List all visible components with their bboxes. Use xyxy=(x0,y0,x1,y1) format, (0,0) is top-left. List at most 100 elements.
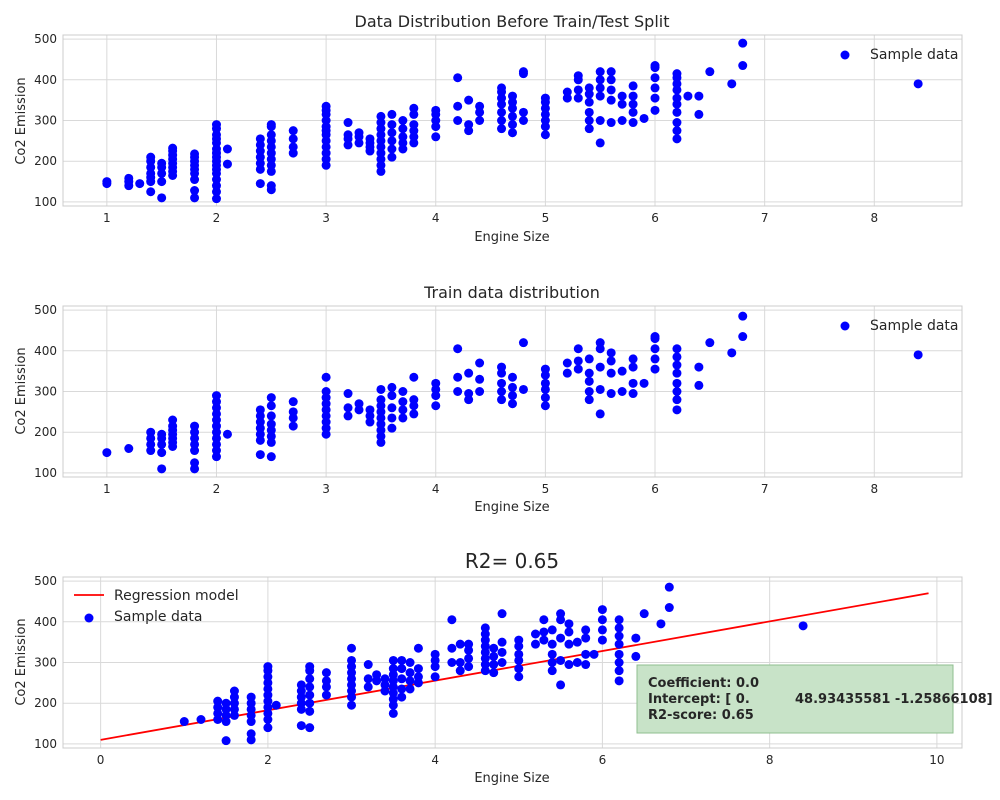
data-point xyxy=(738,311,748,321)
data-point xyxy=(738,38,748,48)
data-point xyxy=(321,668,331,678)
data-point xyxy=(397,674,407,684)
data-point xyxy=(266,419,276,429)
data-point xyxy=(497,124,507,134)
data-point xyxy=(672,69,682,79)
data-point xyxy=(628,81,638,91)
data-point xyxy=(597,635,607,645)
data-point xyxy=(514,672,524,682)
data-point xyxy=(547,625,557,635)
x-tick-label: 5 xyxy=(542,482,550,496)
data-point xyxy=(672,134,682,144)
data-point xyxy=(595,384,605,394)
data-point xyxy=(617,387,627,396)
data-point xyxy=(694,380,704,390)
data-point xyxy=(530,629,540,639)
data-point xyxy=(540,378,550,388)
data-point xyxy=(376,395,386,405)
data-point xyxy=(614,623,624,633)
data-point xyxy=(135,179,145,189)
data-point xyxy=(705,67,715,77)
data-point xyxy=(455,666,465,676)
y-tick-label: 400 xyxy=(34,615,57,629)
data-point xyxy=(650,93,660,103)
data-point xyxy=(447,643,457,653)
x-tick-label: 1 xyxy=(103,482,111,496)
x-tick-label: 0 xyxy=(97,753,105,767)
data-point xyxy=(455,658,465,667)
data-point xyxy=(683,91,693,101)
x-tick-label: 7 xyxy=(761,211,769,225)
data-point xyxy=(266,130,276,140)
subplot-3-legend-label-sample: Sample data xyxy=(114,609,202,625)
subplot-2-legend-label: Sample data xyxy=(870,318,958,334)
data-point xyxy=(597,605,607,615)
data-point xyxy=(584,387,594,396)
data-point xyxy=(475,101,485,111)
data-point xyxy=(584,368,594,378)
annotation-r2-score: R2-score: 0.65 xyxy=(648,708,754,723)
data-point xyxy=(614,631,624,641)
data-point xyxy=(398,124,408,134)
data-point xyxy=(124,173,134,183)
data-point xyxy=(430,649,440,659)
data-point xyxy=(347,655,357,665)
annotation-coefficient: Coefficient: 0.0 xyxy=(648,676,759,691)
x-tick-label: 4 xyxy=(432,482,440,496)
data-point xyxy=(354,128,364,138)
data-point xyxy=(664,582,674,592)
data-point xyxy=(157,448,167,458)
data-point xyxy=(343,130,353,140)
data-point xyxy=(387,382,397,392)
data-point xyxy=(597,625,607,635)
data-point xyxy=(102,177,112,187)
data-point xyxy=(387,413,397,423)
data-point xyxy=(540,401,550,411)
x-tick-label: 2 xyxy=(213,482,221,496)
data-point xyxy=(540,130,550,140)
data-point xyxy=(672,118,682,128)
x-tick-label: 3 xyxy=(322,482,330,496)
x-tick-label: 4 xyxy=(432,211,440,225)
data-point xyxy=(628,118,638,128)
data-point xyxy=(664,603,674,613)
x-tick-label: 6 xyxy=(651,211,659,225)
y-tick-label: 500 xyxy=(34,32,57,46)
data-point xyxy=(514,664,524,674)
data-point xyxy=(595,138,605,148)
y-tick-label: 500 xyxy=(34,303,57,317)
data-point xyxy=(168,143,178,153)
y-tick-label: 400 xyxy=(34,344,57,358)
data-point xyxy=(190,421,200,431)
data-point xyxy=(387,152,397,162)
y-tick-label: 300 xyxy=(34,114,57,128)
data-point xyxy=(564,660,574,670)
x-tick-label: 8 xyxy=(870,211,878,225)
data-point xyxy=(409,409,419,419)
data-point xyxy=(464,639,474,649)
data-point xyxy=(246,729,256,739)
data-point xyxy=(595,362,605,372)
y-tick-label: 500 xyxy=(34,574,57,588)
data-point xyxy=(405,658,415,667)
data-point xyxy=(431,401,441,411)
data-point xyxy=(650,344,660,354)
axes-frame xyxy=(62,576,963,749)
data-point xyxy=(573,71,583,81)
data-point xyxy=(263,723,273,733)
subplot-3-plot-area: 0 2 4 6 8 10 100 200 300 400 500 xyxy=(34,574,963,767)
legend-marker-sample xyxy=(840,50,850,60)
data-point xyxy=(453,372,463,382)
data-point xyxy=(124,444,134,453)
data-point xyxy=(727,348,737,358)
data-point xyxy=(650,105,660,115)
data-point xyxy=(398,405,408,415)
data-point xyxy=(656,619,666,629)
data-point xyxy=(564,619,574,629)
data-point xyxy=(453,344,463,354)
data-point xyxy=(606,85,616,95)
data-point xyxy=(694,91,704,101)
data-point xyxy=(539,635,549,645)
data-point xyxy=(672,107,682,117)
data-point xyxy=(497,658,507,667)
